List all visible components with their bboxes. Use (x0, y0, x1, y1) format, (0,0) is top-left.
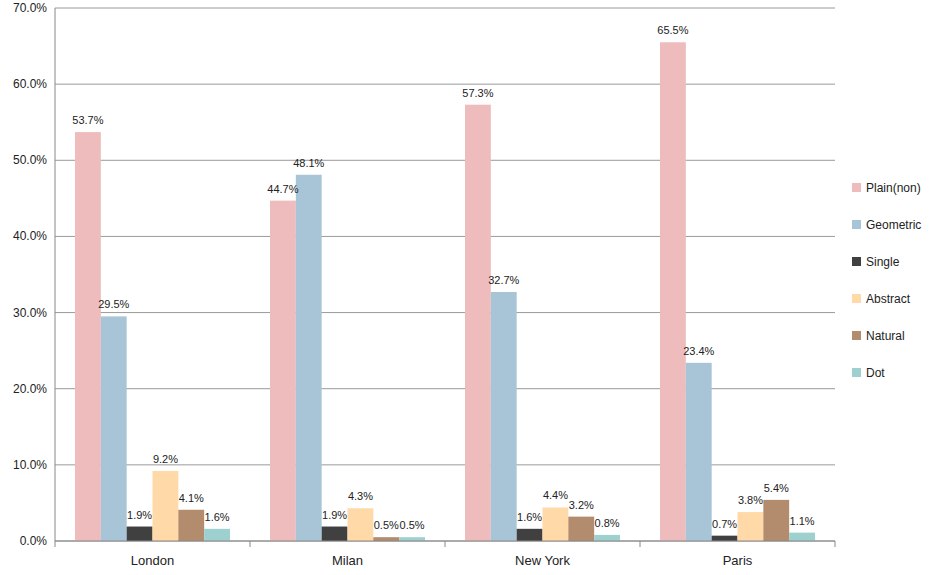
data-label: 32.7% (488, 274, 519, 286)
grid-line (55, 8, 835, 9)
legend-label: Abstract (866, 292, 911, 306)
data-labels: 53.7% 44.7% 57.3% 65.5% 29.5% 48.1% 32.7% 23.4%… (72, 24, 815, 531)
data-label: 9.2% (153, 453, 178, 465)
bar (101, 316, 127, 541)
data-label: 1.9% (322, 509, 347, 521)
grid-line (55, 312, 835, 313)
legend-label: Plain(non) (866, 181, 921, 195)
y-tick-label: 60.0% (13, 77, 47, 91)
bar (153, 471, 179, 541)
legend-label: Dot (866, 366, 885, 380)
grid-line (55, 236, 835, 237)
bar (348, 508, 374, 541)
data-label: 0.5% (400, 519, 425, 531)
grid-line (55, 84, 835, 85)
bar (686, 363, 712, 541)
legend-swatch (852, 183, 861, 192)
y-axis (55, 8, 56, 541)
x-tick (640, 541, 641, 547)
legend-label: Geometric (866, 218, 921, 232)
bar (178, 510, 204, 541)
bar (763, 500, 789, 541)
bar (517, 529, 543, 541)
grid-line (55, 160, 835, 161)
data-label: 4.1% (179, 492, 204, 504)
data-label: 1.6% (517, 511, 542, 523)
bar (399, 537, 425, 541)
data-label: 23.4% (683, 345, 714, 357)
bar (204, 529, 230, 541)
data-label: 1.6% (205, 511, 230, 523)
bar (712, 536, 738, 541)
data-label: 53.7% (72, 114, 103, 126)
bar (127, 527, 153, 541)
x-tick (835, 541, 836, 547)
bar (322, 527, 348, 541)
x-tick-label: New York (515, 553, 570, 568)
y-tick-label: 40.0% (13, 229, 47, 243)
data-label: 3.8% (738, 494, 763, 506)
data-label: 0.8% (595, 517, 620, 529)
bar (594, 535, 620, 541)
bar (465, 105, 491, 541)
data-label: 5.4% (764, 482, 789, 494)
bar (373, 537, 399, 541)
bar (789, 533, 815, 541)
data-label: 57.3% (462, 87, 493, 99)
x-tick (445, 541, 446, 547)
legend-swatch (852, 257, 861, 266)
data-label: 1.1% (790, 515, 815, 527)
bar (491, 292, 517, 541)
x-tick (250, 541, 251, 547)
legend-label: Single (866, 255, 900, 269)
legend-swatch (852, 331, 861, 340)
data-label: 65.5% (657, 24, 688, 36)
x-tick (55, 541, 56, 547)
bar (738, 512, 764, 541)
bar (270, 201, 296, 541)
x-tick-label: Paris (723, 553, 753, 568)
data-label: 48.1% (293, 157, 324, 169)
data-label: 3.2% (569, 499, 594, 511)
bar (75, 132, 101, 541)
bar (296, 175, 322, 541)
grid-line (55, 388, 835, 389)
legend-swatch (852, 368, 861, 377)
data-label: 44.7% (267, 183, 298, 195)
y-tick-label: 70.0% (13, 1, 47, 15)
bar (660, 42, 686, 541)
chart: 0.0% 10.0% 20.0% 30.0% 40.0% 50.0% 60.0% 70.0% 5… (0, 0, 945, 575)
legend-swatch (852, 220, 861, 229)
x-tick-label: Milan (332, 553, 363, 568)
y-tick-label: 0.0% (20, 534, 48, 548)
bar (543, 507, 569, 541)
y-tick-label: 30.0% (13, 306, 47, 320)
data-label: 4.3% (348, 490, 373, 502)
data-label: 4.4% (543, 489, 568, 501)
legend-label: Natural (866, 329, 905, 343)
y-tick-label: 50.0% (13, 153, 47, 167)
bar (568, 517, 594, 541)
x-tick-label: London (131, 553, 174, 568)
data-label: 0.7% (712, 518, 737, 530)
y-tick-label: 20.0% (13, 382, 47, 396)
data-label: 0.5% (374, 519, 399, 531)
data-label: 29.5% (98, 298, 129, 310)
legend-swatch (852, 294, 861, 303)
data-label: 1.9% (127, 509, 152, 521)
bars (75, 42, 815, 541)
y-tick-label: 10.0% (13, 458, 47, 472)
